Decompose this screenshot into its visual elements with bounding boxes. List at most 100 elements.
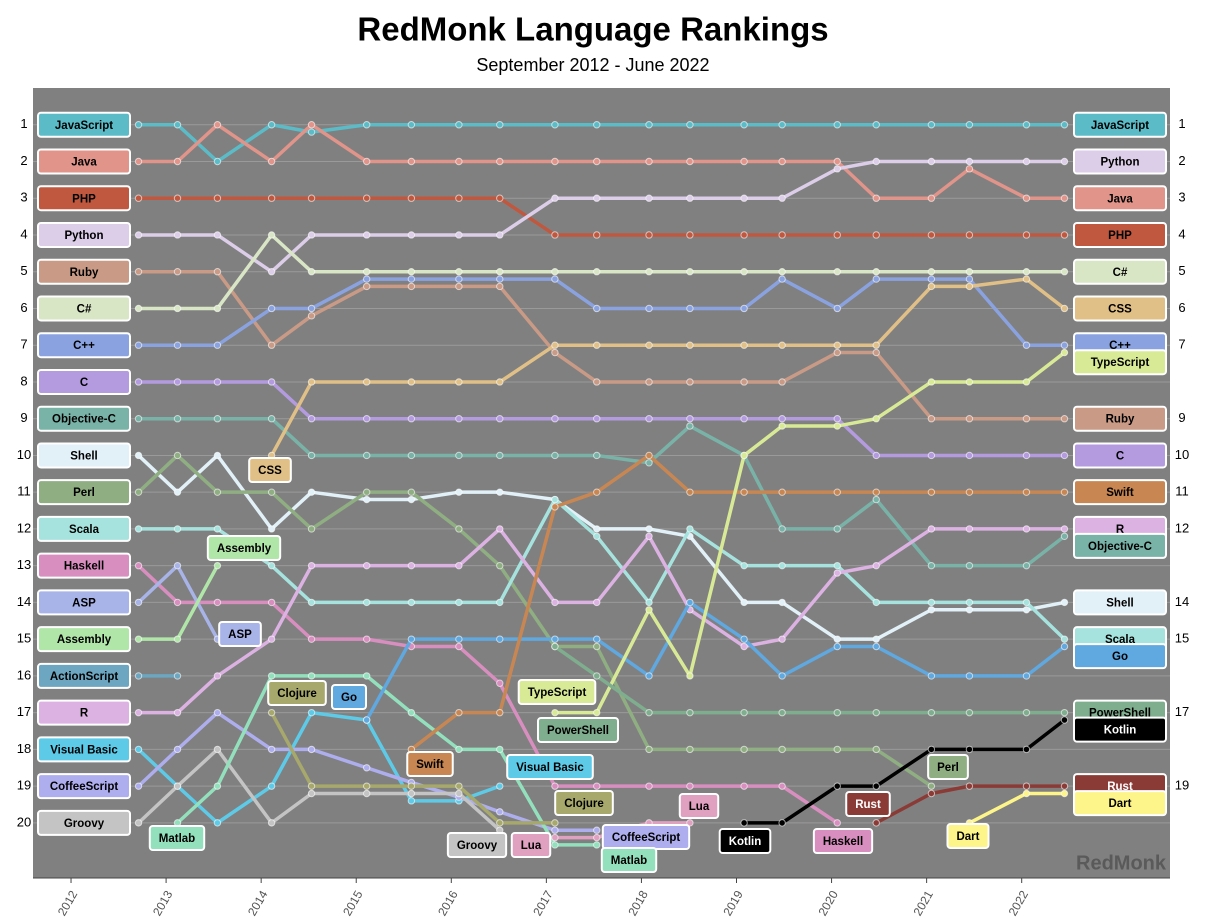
y2-tick-label: 6	[1178, 300, 1185, 315]
series-point	[1060, 194, 1069, 202]
series-point	[645, 378, 653, 386]
end-label-text: Java	[1107, 193, 1133, 205]
series-point	[496, 708, 504, 717]
series-point	[407, 157, 416, 166]
end-label-text: Dart	[1108, 798, 1131, 810]
series-point	[551, 495, 559, 504]
series-point	[872, 341, 880, 349]
series-point	[740, 635, 748, 643]
inline-label-text: Swift	[416, 759, 444, 771]
series-point	[965, 525, 974, 533]
inline-label: CSS	[248, 457, 292, 483]
series-point	[407, 231, 416, 239]
chart-subtitle: September 2012 - June 2022	[476, 55, 709, 75]
series-point	[1022, 414, 1031, 423]
series-point	[593, 157, 601, 166]
series-point	[551, 503, 559, 511]
y-tick-label: 9	[20, 410, 27, 425]
series-point	[551, 231, 559, 239]
series-point	[496, 451, 504, 460]
start-label-box	[37, 552, 131, 579]
series-point	[267, 819, 276, 827]
end-label: Swift	[1073, 479, 1167, 506]
series-point	[407, 282, 416, 291]
start-label: Scala	[37, 515, 131, 542]
series-point	[740, 341, 748, 349]
series-point	[833, 165, 841, 173]
series-line	[365, 600, 1066, 721]
series-point	[407, 495, 416, 504]
series-point	[455, 708, 463, 717]
series-point	[496, 414, 504, 423]
series-point	[134, 194, 143, 202]
end-label-box	[1073, 185, 1167, 212]
series-point	[593, 194, 601, 202]
series-point	[965, 414, 974, 423]
y2-tick-label: 4	[1178, 226, 1185, 241]
series-point	[455, 231, 463, 239]
series-point	[1060, 598, 1069, 607]
inline-label-text: CoffeeScript	[612, 832, 681, 844]
series-point	[362, 414, 371, 423]
series-point	[1060, 157, 1069, 166]
series	[872, 782, 1069, 827]
start-label-text: Java	[71, 157, 97, 169]
series	[362, 598, 1069, 724]
start-label: PHP	[37, 185, 131, 212]
series-point	[307, 488, 316, 496]
series-point	[686, 708, 694, 717]
series-point	[686, 194, 694, 202]
series-point	[1060, 525, 1069, 533]
series	[134, 268, 1069, 423]
start-label: JavaScript	[37, 111, 131, 138]
series	[134, 451, 1069, 643]
series-point	[362, 378, 371, 386]
series-point	[267, 121, 276, 129]
y-tick-label: 12	[17, 520, 31, 535]
series-point	[551, 826, 559, 834]
series-point	[778, 819, 786, 827]
end-label: Ruby	[1073, 405, 1167, 432]
inline-label: Perl	[927, 754, 969, 780]
series-point	[496, 635, 504, 643]
series-point	[1022, 451, 1031, 460]
end-label: TypeScript	[1073, 349, 1167, 376]
y2-tick-label: 9	[1178, 410, 1185, 425]
series-point	[1022, 341, 1031, 349]
series-point	[872, 268, 880, 276]
series-point	[965, 231, 974, 239]
end-label-box	[1073, 405, 1167, 432]
series-point	[593, 642, 601, 651]
series-point	[645, 745, 653, 754]
series-point	[872, 348, 880, 357]
series-point	[267, 488, 276, 496]
series-point	[267, 782, 276, 790]
y-tick-label: 18	[17, 741, 31, 756]
series-point	[455, 782, 463, 790]
series-point	[740, 414, 748, 423]
series	[134, 525, 1069, 717]
series-point	[872, 231, 880, 239]
end-label-box	[1073, 589, 1167, 616]
series-point	[965, 282, 974, 291]
chart-title: RedMonk Language Rankings	[357, 11, 828, 48]
inline-label-box	[946, 823, 990, 849]
end-label-text: TypeScript	[1091, 357, 1150, 369]
start-label-text: Scala	[69, 524, 100, 536]
inline-label: Groovy	[446, 832, 508, 858]
series-point	[1060, 268, 1069, 276]
series-point	[1022, 708, 1031, 717]
series-point	[927, 282, 936, 291]
inline-label-text: Lua	[689, 801, 710, 813]
series-point	[173, 745, 182, 754]
series-point	[593, 708, 601, 717]
inline-label-box	[218, 621, 262, 647]
series-point	[407, 451, 416, 460]
series-point	[740, 157, 748, 166]
start-label: Haskell	[37, 552, 131, 579]
inline-label-box	[718, 828, 772, 854]
series-point	[455, 488, 463, 496]
start-label-text: CoffeeScript	[50, 781, 119, 793]
inline-label: Dart	[946, 823, 990, 849]
end-label: Python	[1073, 148, 1167, 175]
